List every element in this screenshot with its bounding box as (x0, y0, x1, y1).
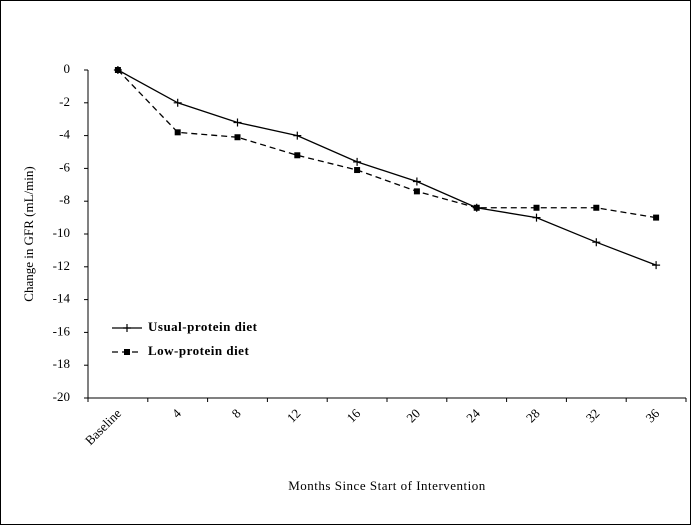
y-tick-label: -18 (53, 356, 70, 371)
marker (473, 204, 480, 211)
y-tick-label: -16 (53, 323, 71, 338)
marker (233, 118, 242, 127)
marker (593, 204, 600, 211)
marker (592, 238, 601, 247)
series-line (117, 69, 657, 266)
marker (533, 204, 540, 211)
y-tick-label: -6 (59, 159, 70, 174)
series-line (117, 69, 657, 219)
marker (294, 152, 301, 159)
marker (234, 134, 241, 141)
y-axis-label: Change in GFR (mL/min) (21, 166, 36, 301)
marker (653, 214, 660, 221)
marker (174, 129, 181, 136)
legend-label: Usual-protein diet (148, 319, 258, 334)
marker (354, 167, 361, 174)
marker (123, 324, 131, 332)
marker (532, 213, 541, 222)
legend-label: Low-protein diet (148, 343, 249, 358)
marker (412, 177, 421, 186)
marker (413, 188, 420, 195)
y-tick-label: -12 (53, 258, 70, 273)
y-tick-label: -8 (59, 192, 70, 207)
y-tick-label: -2 (59, 94, 70, 109)
marker (353, 157, 362, 166)
x-axis-label: Months Since Start of Intervention (288, 478, 486, 493)
y-tick-label: -20 (53, 389, 70, 404)
marker (114, 67, 121, 73)
marker (173, 98, 182, 107)
marker (293, 131, 302, 140)
marker (124, 349, 130, 355)
y-tick-label: -14 (53, 291, 71, 306)
y-tick-label: -10 (53, 225, 70, 240)
y-tick-label: -4 (59, 127, 70, 142)
y-tick-label: 0 (64, 61, 71, 76)
marker (652, 261, 661, 270)
